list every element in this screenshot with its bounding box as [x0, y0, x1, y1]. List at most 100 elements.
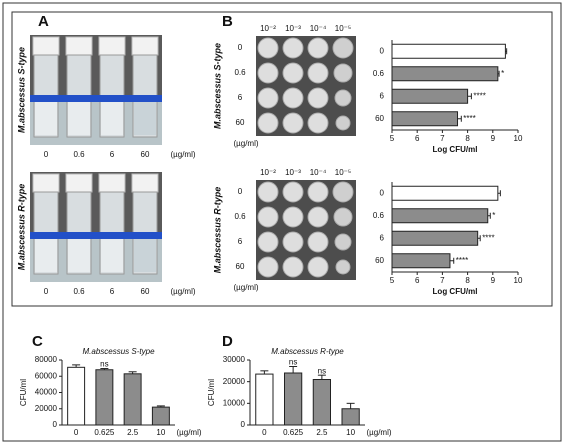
tube-liquid — [68, 101, 90, 135]
bar — [391, 208, 489, 224]
x-tick-label: 2.5 — [127, 428, 139, 437]
dose-label: 0 — [44, 287, 49, 296]
colony-spot — [282, 62, 304, 84]
dose-unit: (µg/ml) — [170, 287, 195, 296]
significance: **** — [482, 233, 494, 242]
dilution-label: 10⁻³ — [285, 24, 301, 33]
dose-label: 60 — [236, 262, 245, 271]
x-tick-label: 10 — [514, 276, 523, 285]
category-label: 6 — [380, 233, 385, 242]
tube-liquid — [101, 101, 123, 135]
x-tick-label: 2.5 — [316, 428, 328, 437]
y-axis-label: CFU/ml — [207, 379, 216, 406]
bar — [391, 111, 459, 127]
category-label: 60 — [375, 256, 384, 265]
dilution-label: 10⁻⁴ — [310, 24, 327, 33]
tube-cap — [32, 173, 60, 193]
x-tick-label: 6 — [415, 134, 420, 143]
dose-unit: (µg/ml) — [233, 283, 258, 292]
colony-spot — [333, 207, 353, 227]
significance: **** — [473, 91, 485, 100]
dilution-label: 10⁻³ — [285, 168, 301, 177]
dose-label: 0 — [238, 43, 243, 52]
category-label: 0 — [380, 188, 385, 197]
bar — [391, 253, 451, 269]
x-tick-label: 0.625 — [94, 428, 115, 437]
dose-label: 60 — [236, 118, 245, 127]
dose-label: 0.6 — [234, 212, 246, 221]
colony-spot — [335, 259, 351, 275]
colony-spot — [282, 112, 304, 134]
colony-spot — [257, 206, 279, 228]
tube-cap — [131, 173, 159, 193]
colony-spot — [307, 206, 329, 228]
tube-rack — [30, 95, 162, 102]
colony-spot — [332, 37, 354, 59]
y-axis-label: CFU/ml — [19, 379, 28, 406]
dose-label: 6 — [238, 237, 243, 246]
colony-spot — [307, 62, 329, 84]
tube-cap — [98, 173, 126, 193]
y-tick-label: 20000 — [223, 377, 246, 386]
y-tick-label: 0 — [53, 420, 58, 429]
bar — [391, 230, 479, 246]
tube-liquid — [101, 238, 123, 272]
bar — [67, 366, 86, 426]
tube-liquid — [35, 238, 57, 272]
tube-liquid — [134, 101, 156, 135]
colony-spot — [257, 181, 279, 203]
x-unit-label: (µg/ml) — [176, 428, 201, 437]
dose-unit: (µg/ml) — [170, 150, 195, 159]
y-tick-label: 10000 — [223, 398, 246, 407]
panel-label: B — [222, 13, 233, 30]
tube-rack — [30, 232, 162, 239]
colony-spot — [334, 233, 352, 251]
dose-label: 0.6 — [234, 68, 246, 77]
significance: ns — [289, 358, 297, 367]
bar — [151, 406, 170, 426]
tube-cap — [65, 36, 93, 56]
colony-spot — [307, 37, 329, 59]
panel-label: A — [38, 13, 49, 30]
dilution-label: 10⁻⁵ — [335, 24, 351, 33]
colony-spot — [282, 87, 304, 109]
tube-cap — [65, 173, 93, 193]
colony-spot — [257, 87, 279, 109]
chart-title: M.abscessus S-type — [82, 347, 155, 356]
bar — [391, 66, 499, 82]
bar — [341, 408, 360, 426]
inner-frame — [11, 11, 553, 307]
strain-label: M.abscessus R-type — [212, 187, 222, 274]
tube-liquid — [134, 238, 156, 272]
colony-spot — [282, 231, 304, 253]
significance: **** — [456, 256, 468, 265]
y-tick-label: 30000 — [223, 355, 246, 364]
significance: ns — [100, 360, 108, 369]
colony-spot — [257, 62, 279, 84]
colony-spot — [257, 37, 279, 59]
y-tick-label: 60000 — [35, 371, 58, 380]
x-tick-label: 0 — [262, 428, 267, 437]
x-tick-label: 9 — [491, 276, 496, 285]
y-tick-label: 80000 — [35, 355, 58, 364]
tube-cap — [131, 36, 159, 56]
colony-spot — [335, 115, 351, 131]
colony-spot — [333, 63, 353, 83]
bar — [391, 43, 506, 59]
x-tick-label: 10 — [514, 134, 523, 143]
dilution-label: 10⁻⁴ — [310, 168, 327, 177]
colony-spot — [307, 112, 329, 134]
chart-title: M.abscessus R-type — [271, 347, 344, 356]
bar — [255, 373, 274, 426]
dose-label: 0 — [44, 150, 49, 159]
colony-spot — [282, 256, 304, 278]
panel-label: D — [222, 333, 233, 350]
colony-spot — [332, 181, 354, 203]
x-tick-label: 10 — [156, 428, 165, 437]
colony-spot — [257, 231, 279, 253]
colony-spot — [282, 37, 304, 59]
colony-spot — [257, 256, 279, 278]
strain-label: M.abscessus S-type — [212, 43, 222, 129]
x-tick-label: 0.625 — [283, 428, 304, 437]
